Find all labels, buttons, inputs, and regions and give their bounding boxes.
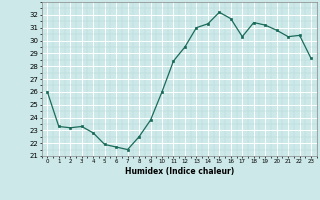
X-axis label: Humidex (Indice chaleur): Humidex (Indice chaleur) <box>124 167 234 176</box>
